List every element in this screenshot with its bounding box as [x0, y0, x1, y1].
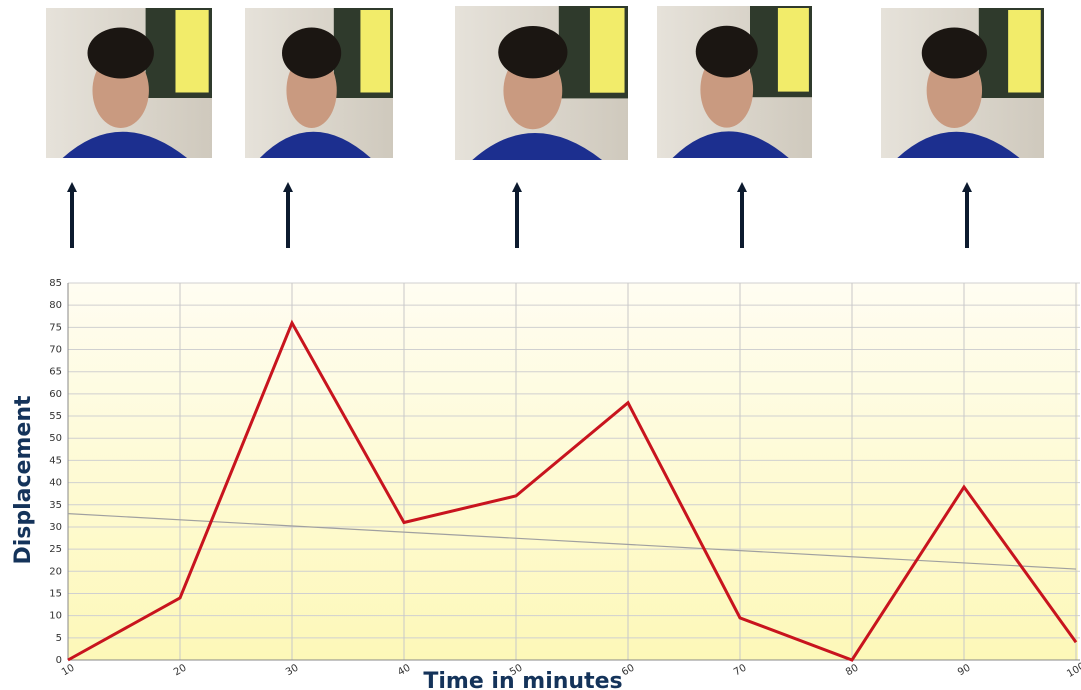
arrow-head: [737, 182, 747, 192]
y-tick-label: 10: [49, 611, 62, 622]
photo: [245, 8, 393, 158]
y-tick-label: 40: [49, 478, 62, 489]
y-tick-label: 15: [49, 588, 62, 599]
y-tick-label: 80: [49, 300, 62, 311]
x-tick-label: 20: [172, 662, 189, 678]
x-tick-label: 100: [1065, 661, 1081, 680]
arrow-head: [962, 182, 972, 192]
y-tick-label: 70: [49, 345, 62, 356]
arrow-head: [512, 182, 522, 192]
photo-hair: [696, 26, 758, 78]
y-tick-label: 65: [49, 367, 62, 378]
y-tick-label: 50: [49, 433, 62, 444]
page: Time in minutes Displacement 05101520253…: [0, 0, 1081, 690]
y-tick-label: 55: [49, 411, 62, 422]
photo-poster: [778, 8, 809, 92]
y-tick-label: 25: [49, 544, 62, 555]
photo: [46, 8, 212, 158]
x-tick-label: 70: [732, 662, 749, 678]
photo-hair: [922, 28, 987, 79]
photo-poster: [360, 10, 390, 93]
y-tick-label: 5: [56, 633, 62, 644]
chart: Time in minutes Displacement 05101520253…: [0, 0, 1081, 690]
photo-strip: [46, 6, 1044, 248]
y-tick-label: 35: [49, 500, 62, 511]
photo-poster: [1008, 10, 1041, 93]
photo-hair: [282, 28, 341, 79]
y-tick-label: 0: [56, 655, 62, 666]
y-tick-label: 45: [49, 455, 62, 466]
photo-poster: [590, 8, 625, 93]
photo-hair: [498, 26, 567, 78]
x-tick-label: 30: [284, 662, 301, 678]
photo: [881, 8, 1044, 158]
x-tick-label: 40: [396, 662, 413, 678]
arrow-head: [283, 182, 293, 192]
y-tick-label: 30: [49, 522, 62, 533]
plot-area: [68, 283, 1078, 660]
photo-hair: [88, 28, 154, 79]
x-tick-label: 10: [60, 662, 77, 678]
y-tick-label: 85: [49, 278, 62, 289]
y-axis-title: Displacement: [11, 395, 36, 565]
photo-poster: [175, 10, 208, 93]
x-tick-label: 90: [956, 662, 973, 678]
y-tick-label: 20: [49, 566, 62, 577]
y-tick-label: 60: [49, 389, 62, 400]
x-tick-label: 80: [844, 662, 861, 678]
photo: [455, 6, 628, 160]
arrow-head: [67, 182, 77, 192]
photo: [657, 6, 812, 158]
y-tick-label: 75: [49, 322, 62, 333]
